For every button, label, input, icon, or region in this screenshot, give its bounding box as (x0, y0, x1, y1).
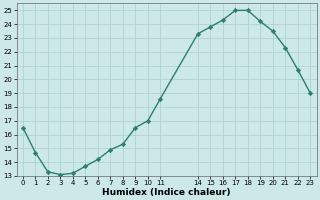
X-axis label: Humidex (Indice chaleur): Humidex (Indice chaleur) (102, 188, 231, 197)
